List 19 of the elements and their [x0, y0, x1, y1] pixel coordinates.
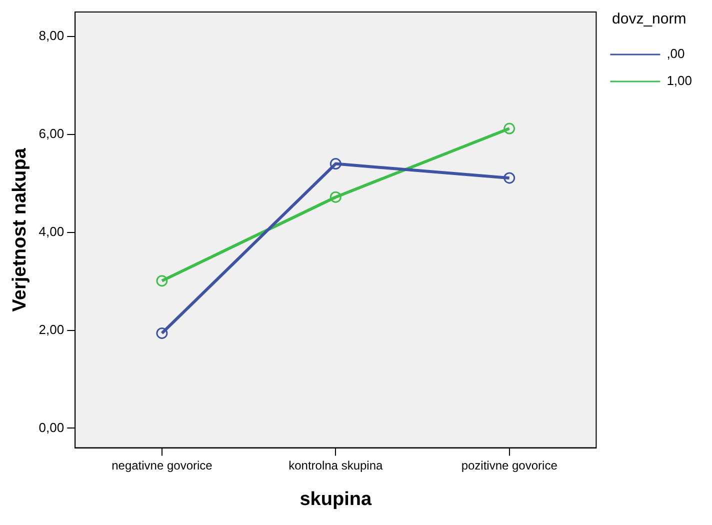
point [330, 158, 342, 170]
point [156, 275, 168, 287]
point [504, 172, 516, 184]
y-tick-label: 6,00 [38, 126, 64, 141]
y-tick-label: 4,00 [38, 224, 64, 239]
point [330, 191, 342, 203]
y-tick-label: 8,00 [38, 28, 64, 44]
legend-title: dovz_norm [612, 10, 686, 28]
point [156, 327, 168, 339]
y-tick-label: 0,00 [38, 420, 64, 435]
x-tick-label: negativne govorice [112, 458, 213, 472]
legend-label: 1,00 [666, 73, 692, 88]
x-axis-title: skupina [300, 488, 372, 510]
legend-label: ,00 [666, 46, 685, 62]
y-tick-label: 2,00 [38, 322, 64, 337]
x-tick-label: pozitivne govorice [461, 458, 558, 472]
y-axis-title: Verjetnost nakupa [10, 148, 31, 312]
point [504, 122, 516, 134]
x-tick-label: kontrolna skupina [288, 458, 384, 472]
